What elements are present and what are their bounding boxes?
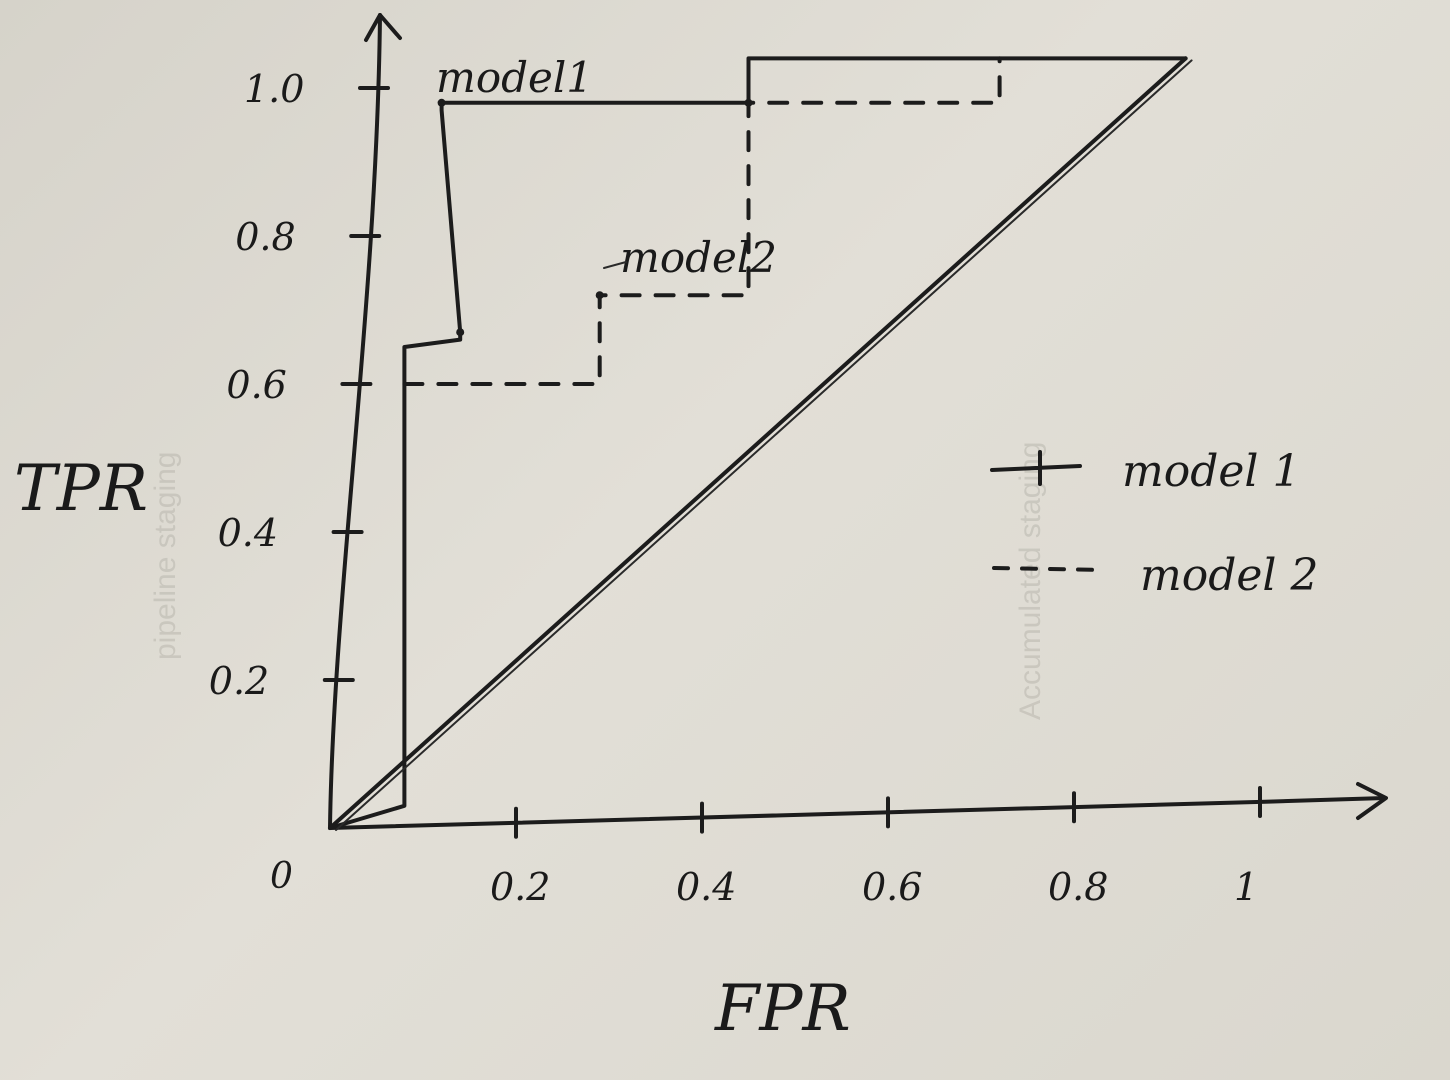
y-tick-label: 0.8 (235, 215, 295, 259)
x-tick-label: 0.2 (490, 865, 550, 909)
svg-text:Accumulated staging: Accumulated staging (1014, 442, 1047, 721)
y-axis (328, 13, 382, 830)
origin-label: 0 (270, 856, 293, 897)
x-tick-label: 0.6 (862, 865, 922, 909)
y-tick-label: 1.0 (244, 67, 304, 111)
paper-show-through: pipeline staging Accumulated staging (149, 442, 1047, 721)
svg-text:pipeline staging: pipeline staging (149, 452, 182, 661)
x-axis-arrow (1356, 782, 1388, 820)
y-tick-label: 0.4 (218, 511, 278, 555)
x-tick-label: 0.4 (676, 865, 736, 909)
series-model2-line (402, 56, 1002, 386)
axes (328, 13, 1388, 830)
series-layer (328, 56, 1193, 831)
y-axis-arrow (364, 13, 402, 42)
legend-swatch-model1 (990, 450, 1082, 486)
annotation-model2-pointer (603, 261, 627, 269)
curve-vertex-dot (595, 291, 604, 300)
curve-vertex-dot (744, 98, 753, 107)
series-model1-line (328, 56, 1188, 830)
legend: model 1 model 2 (990, 446, 1318, 601)
x-tick-label: 1 (1234, 865, 1258, 909)
legend-label-model1: model 1 (1122, 446, 1300, 497)
x-axis (328, 796, 1387, 830)
curve-vertex-dot (456, 328, 465, 337)
curve-vertex-dot (437, 98, 446, 107)
chance-diagonal-line-retrace (335, 59, 1193, 831)
y-axis-label: TPR (14, 452, 148, 526)
legend-label-model2: model 2 (1140, 550, 1318, 601)
y-tick-label: 0.6 (226, 363, 286, 407)
x-tick-label: 0.8 (1048, 865, 1108, 909)
y-ticks: 0.2 0.4 0.6 0.8 1.0 (209, 67, 390, 703)
annotation-model2: model2 (620, 233, 777, 282)
chance-diagonal-line (328, 56, 1188, 830)
annotation-model1: model1 (436, 53, 593, 102)
y-tick-label: 0.2 (209, 659, 269, 703)
x-axis-label: FPR (714, 972, 851, 1046)
legend-swatch-model2 (992, 566, 1106, 572)
x-ticks: 0.2 0.4 0.6 0.8 1 (490, 786, 1262, 909)
